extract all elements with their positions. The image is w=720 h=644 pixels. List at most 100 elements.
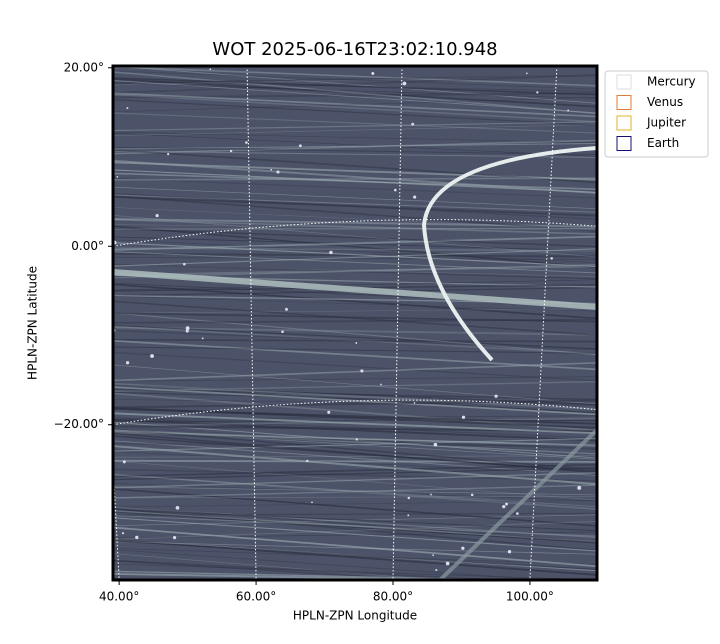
streak — [113, 74, 597, 86]
star — [567, 109, 570, 112]
streak — [113, 506, 597, 539]
streak — [113, 488, 597, 527]
streak — [113, 384, 597, 405]
streak — [113, 482, 597, 502]
streak — [113, 329, 597, 351]
star — [494, 394, 498, 398]
streak — [113, 549, 551, 580]
star — [172, 536, 177, 540]
streak — [113, 256, 597, 260]
streak — [113, 435, 597, 473]
streak — [113, 93, 597, 123]
streak — [113, 312, 597, 356]
star — [526, 72, 528, 75]
streak — [113, 139, 597, 155]
streak — [113, 507, 597, 552]
star — [435, 568, 438, 572]
star — [461, 546, 465, 550]
streak — [113, 194, 597, 213]
streak — [113, 235, 597, 251]
legend-label: Earth — [647, 136, 679, 150]
streak — [113, 324, 597, 350]
streak — [113, 500, 597, 508]
streak — [113, 77, 597, 96]
star — [121, 532, 125, 535]
y-axis-label: HPLN-ZPN Latitude — [26, 266, 40, 380]
streak — [113, 496, 597, 499]
streak — [113, 339, 597, 371]
streak — [113, 468, 597, 482]
star — [380, 383, 382, 386]
streak — [113, 382, 597, 411]
streak — [113, 239, 597, 264]
streak — [113, 362, 597, 382]
star — [125, 361, 130, 365]
streak — [113, 376, 597, 382]
streak — [113, 391, 597, 406]
x-tick-label: 40.00° — [99, 590, 139, 604]
streak — [113, 386, 597, 416]
streak — [113, 150, 597, 158]
y-tick-label: −20.00° — [54, 417, 104, 431]
star — [311, 501, 313, 504]
streak — [113, 251, 597, 274]
x-axis-label: HPLN-ZPN Longitude — [293, 609, 417, 623]
streak — [113, 186, 597, 210]
streak — [113, 540, 597, 571]
star — [355, 438, 359, 441]
star — [229, 149, 233, 153]
streak — [113, 399, 597, 406]
streak — [113, 161, 597, 181]
streak — [113, 572, 523, 580]
image-features — [113, 146, 597, 580]
star — [209, 68, 212, 71]
streak — [113, 265, 597, 277]
streak — [113, 132, 597, 157]
streak — [113, 263, 597, 280]
streak — [113, 412, 597, 435]
streak — [113, 473, 597, 511]
grid-line — [246, 66, 257, 580]
streak — [113, 247, 597, 252]
streak — [113, 515, 597, 537]
star — [306, 459, 309, 463]
streak — [113, 99, 597, 126]
streak — [113, 218, 597, 235]
star — [167, 153, 170, 156]
streak — [113, 83, 597, 99]
streak — [113, 547, 597, 565]
star — [371, 71, 375, 75]
star — [407, 496, 411, 500]
streak — [113, 248, 597, 267]
streak — [113, 326, 597, 336]
star — [329, 250, 333, 255]
star — [327, 410, 331, 414]
star — [201, 337, 204, 340]
streak — [113, 195, 597, 232]
streak — [113, 121, 597, 132]
star — [360, 369, 364, 373]
streak — [113, 467, 597, 481]
streak — [113, 66, 597, 104]
legend-swatch — [616, 95, 632, 110]
streak — [113, 364, 597, 405]
star — [413, 402, 416, 404]
streak — [113, 517, 597, 552]
streak — [113, 325, 597, 355]
streak — [113, 407, 597, 425]
star — [285, 307, 288, 311]
streak — [113, 509, 597, 532]
star — [413, 195, 417, 199]
star — [430, 493, 432, 496]
streak — [113, 418, 597, 442]
star — [507, 550, 512, 554]
streak — [113, 346, 597, 354]
streak — [113, 124, 597, 136]
streak — [113, 159, 597, 195]
streak — [113, 264, 597, 277]
star — [505, 502, 508, 506]
streak — [113, 225, 597, 269]
star — [182, 262, 186, 266]
y-tick-label: 20.00° — [64, 60, 104, 74]
streak — [113, 531, 597, 539]
